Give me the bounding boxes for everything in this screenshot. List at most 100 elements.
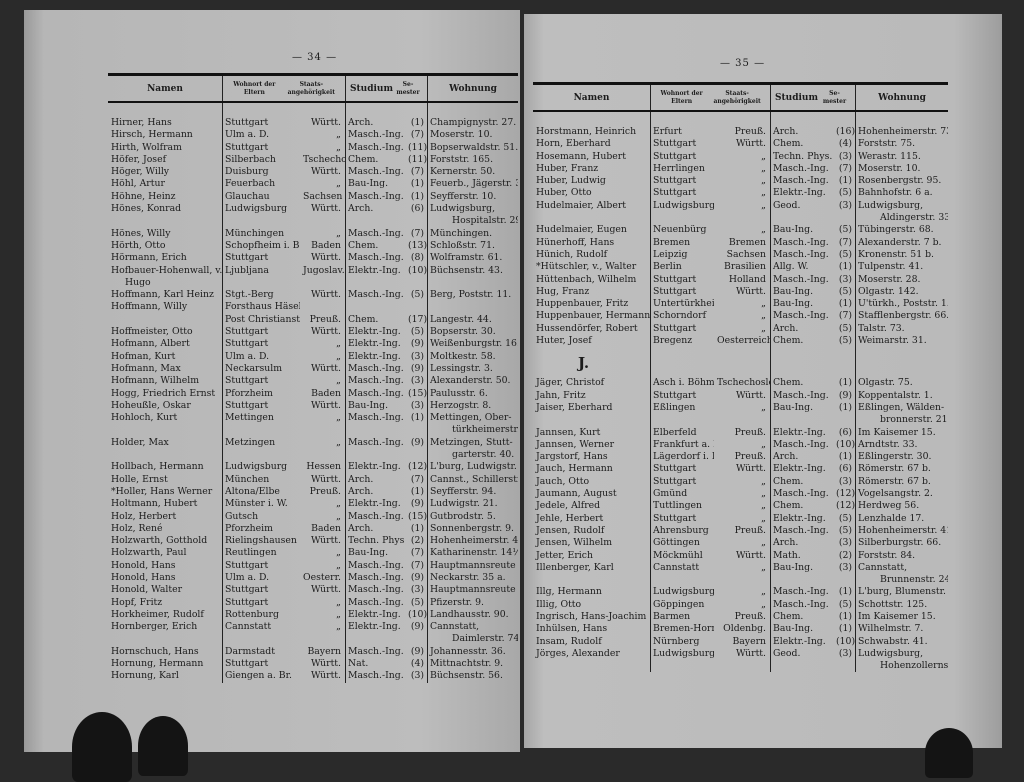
table-row: Horkheimer, Rudolf Rottenburg „ Elektr.-Ing… (108, 609, 518, 621)
student-name (108, 314, 222, 326)
address: Herzogstr. 8. (427, 400, 518, 412)
address: Schloßstr. 71. (427, 240, 518, 252)
name-text: Insam, Rudolf (536, 635, 602, 647)
name-text: Hoheußle, Oskar (111, 399, 191, 411)
parents-residence: Feuerbach (225, 178, 276, 190)
parents-residence: Stuttgart (653, 322, 697, 334)
table-row: Höfer, Josef Silberbach Tschechoslow.Chem.… (108, 154, 518, 166)
nationality: „ (761, 175, 766, 187)
semester: (12) (408, 461, 427, 473)
address-line: Hohenheimerstr. 41 b. (430, 535, 518, 547)
student-name: Jaiser, Eberhard (533, 402, 650, 427)
table-row: Jauch, Otto Stuttgart „ Chem. (3) Römerstr. 6… (533, 476, 948, 488)
address: Schottstr. 125. (855, 599, 948, 611)
parents-residence: Möckmühl (653, 549, 703, 561)
field-of-study: Elektr.-Ing. (348, 498, 401, 510)
student-name: Jahn, Fritz (533, 390, 650, 402)
semester: (1) (838, 610, 852, 622)
address-line: Silberburgstr. 66. (858, 537, 942, 549)
student-table: Namen Wohnort der Eltern Staats-angehörigk… (108, 73, 518, 683)
field-of-study: Masch.-Ing. (348, 387, 404, 399)
address-continuation: türkheimerstr. 3. (452, 424, 518, 436)
address-line: Ludwigstr. 21. (430, 498, 498, 510)
address: Hohenheimerstr. 41 b. (427, 535, 518, 547)
nationality: „ (336, 338, 341, 350)
parents-residence: Nürnberg (653, 635, 700, 647)
parents-residence: Stuttgart (225, 658, 269, 670)
nationality: „ (761, 199, 766, 211)
nationality: Württ. (310, 252, 341, 264)
name-text: Höger, Willy (111, 166, 170, 178)
nationality: Württ. (310, 203, 341, 215)
student-name: Jörges, Alexander (533, 648, 650, 673)
field-of-study: Chem. (348, 239, 379, 251)
student-name: Hollbach, Hermann (108, 461, 222, 473)
parents-residence: Silberbach (225, 153, 276, 165)
student-name: Hoffmann, Karl Heinz (108, 289, 222, 301)
table-row: Hüttenbach, Wilhelm Stuttgart Holland Masch… (533, 274, 948, 286)
table-row: Hornschuch, Hans Darmstadt Bayern Masch.-In… (108, 646, 518, 658)
address: Moserstr. 10. (427, 129, 518, 141)
student-name: Jargstorf, Hans (533, 451, 650, 463)
column-divider (222, 103, 223, 683)
name-text: Hornung, Karl (111, 670, 179, 682)
semester: (11) (408, 153, 427, 165)
address: Cannstatt, Daimlerstr. 74. (427, 621, 518, 646)
nationality: Württ. (310, 362, 341, 374)
address-continuation: Hospitalstr. 29. (452, 215, 518, 227)
semester: (3) (838, 199, 852, 211)
parents-residence: Stuttgart (653, 389, 697, 401)
semester: (3) (838, 273, 852, 285)
student-name: Holle, Ernst (108, 474, 222, 486)
name-text: Höhl, Artur (111, 178, 165, 190)
table-row: Jargstorf, Hans Lägerdorf i. Holst. Preuß.… (533, 451, 948, 463)
address: Landhausstr. 90. (427, 609, 518, 621)
address: Hauptmannsreute 93. (427, 560, 518, 572)
address: Neckarstr. 35 a. (427, 572, 518, 584)
address-line: Schottstr. 125. (858, 598, 928, 610)
field-of-study: Elektr.-Ing. (348, 326, 401, 338)
name-text: Hofman, Kurt (111, 350, 176, 362)
field-of-study: Arch. (348, 203, 374, 215)
student-name: Jäger, Christof (533, 377, 650, 389)
address: Bopserstr. 30. (427, 326, 518, 338)
field-of-study: Masch.-Ing. (773, 598, 829, 610)
name-text: Horn, Eberhard (536, 138, 611, 150)
name-text: Horkheimer, Rudolf (111, 608, 204, 620)
student-name: Hofbauer-Hohenwall, v., Hugo (108, 265, 222, 290)
student-name: Honold, Hans (108, 560, 222, 572)
table-row: Insam, Rudolf Nürnberg Bayern Elektr.-Ing. (… (533, 636, 948, 648)
nationality: „ (761, 561, 766, 573)
table-row: Holder, Max Metzingen „ Masch.-Ing. (9) Metzi… (108, 437, 518, 462)
student-name: Hoheußle, Oskar (108, 400, 222, 412)
parents-residence: Stuttgart (653, 273, 697, 285)
semester: (6) (838, 426, 852, 438)
semester: (3) (410, 670, 424, 682)
nationality: „ (761, 438, 766, 450)
table-row: Hoffmeister, Otto Stuttgart Württ. Elektr.-… (108, 326, 518, 338)
field-of-study: Masch.-Ing. (348, 362, 404, 374)
field-of-study: Masch.-Ing. (773, 389, 829, 401)
address: Eßlingerstr. 30. (855, 451, 948, 463)
semester: (9) (410, 436, 424, 448)
address-line: Herzogstr. 8. (430, 399, 492, 411)
address: Olgastr. 75. (855, 377, 948, 389)
field-of-study: Bau-Ing. (773, 298, 814, 310)
nationality: Württ. (735, 549, 766, 561)
name-text: Hornberger, Erich (111, 621, 198, 633)
address: Katharinenstr. 14½. (427, 547, 518, 559)
page-number: — 35 — (720, 58, 766, 69)
student-name: Honold, Walter (108, 584, 222, 596)
semester: (6) (838, 463, 852, 475)
name-text: Jaiser, Eberhard (536, 401, 613, 413)
student-name: Holzwarth, Paul (108, 547, 222, 559)
table-row: *Hütschler, v., Walter Berlin Brasilien All… (533, 261, 948, 273)
table-row: Hornberger, Erich Cannstatt „ Elektr.-Ing. (… (108, 621, 518, 646)
nationality: Oesterreich (717, 335, 770, 347)
semester: (7) (838, 162, 852, 174)
parents-residence: Münster i. W. (225, 498, 288, 510)
table-row: Hörmann, Erich Stuttgart Württ. Masch.-Ing.… (108, 252, 518, 264)
table-row: Holle, Ernst München Württ. Arch. (7) Cannst.… (108, 474, 518, 486)
address-line: Tübingerstr. 68. (858, 224, 934, 236)
table-row: Hirner, Hans Stuttgart Württ. Arch. (1) Champ… (108, 117, 518, 129)
